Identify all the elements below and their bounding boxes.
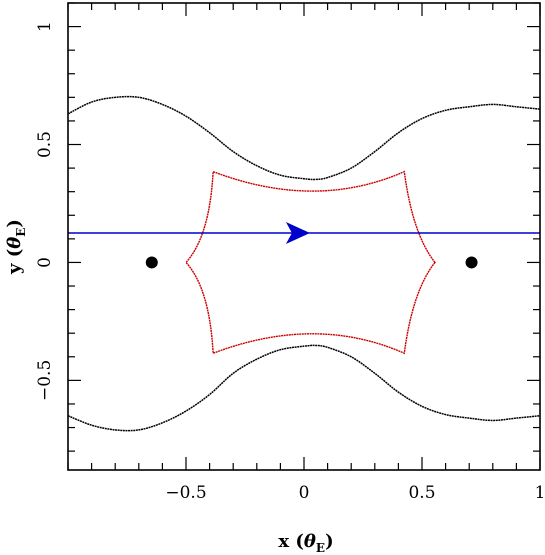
critical-curve-upper	[68, 95, 540, 181]
y-tick-label: 1	[35, 21, 55, 32]
y-tick-label: 0.5	[35, 131, 55, 158]
caustic-curve	[185, 170, 436, 355]
y-tick-label: −0.5	[35, 360, 55, 401]
critical-curve-lower	[68, 344, 540, 432]
y-tick-label: 0	[35, 257, 55, 268]
x-tick-label: 0	[299, 483, 310, 503]
tick-labels: −0.5 0 0.5 1 −0.5 0 0.5 1	[35, 21, 545, 503]
plot-content	[68, 95, 540, 432]
axis-ticks	[67, 2, 541, 470]
x-tick-label: 1	[535, 483, 545, 503]
y-axis-label: y (θE)	[4, 219, 28, 275]
plot-frame	[67, 2, 541, 471]
x-tick-label: −0.5	[165, 483, 206, 503]
x-axis-label: x (θE)	[278, 531, 333, 555]
lens-point	[145, 256, 158, 269]
x-tick-label: 0.5	[408, 483, 435, 503]
trajectory-arrow	[285, 221, 310, 244]
source-position-point	[301, 230, 307, 236]
lens-point	[465, 256, 478, 269]
